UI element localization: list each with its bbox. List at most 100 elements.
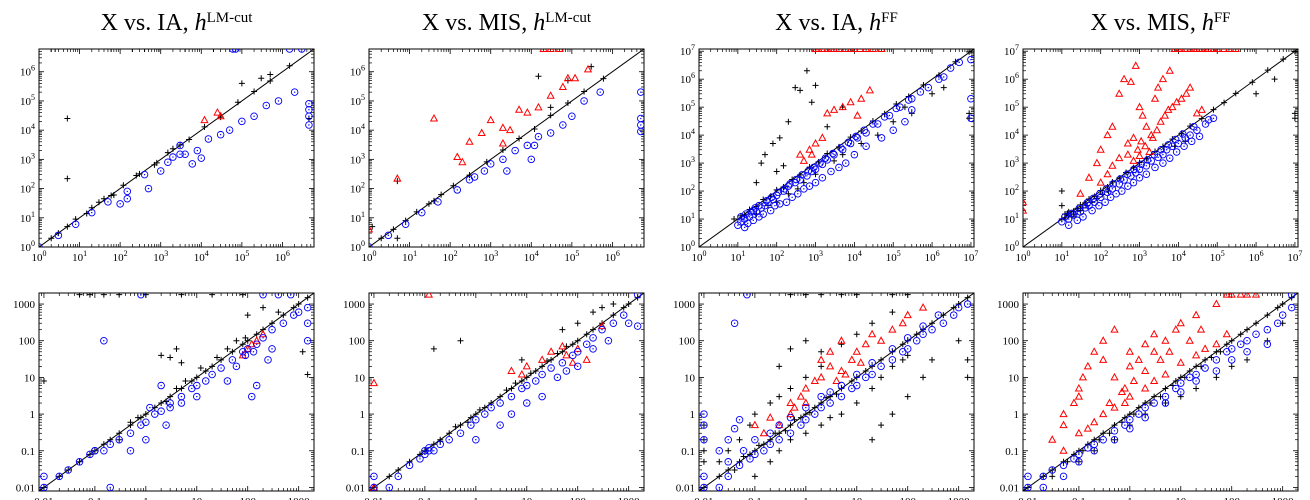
data-point-triangle xyxy=(1224,49,1234,52)
data-point-circle xyxy=(156,167,165,175)
data-point-circle-dot xyxy=(807,170,809,172)
data-point-circle-ring xyxy=(156,167,165,175)
data-point-circle-ring xyxy=(1130,165,1138,174)
data-point-circle xyxy=(100,336,108,345)
data-point-circle-dot xyxy=(103,340,105,342)
data-point-circle xyxy=(762,197,771,205)
data-point-plus xyxy=(760,441,767,448)
data-point-circle-ring xyxy=(249,348,258,356)
data-point-triangle xyxy=(853,111,862,119)
data-point-triangle xyxy=(1168,102,1177,111)
data-point-triangle xyxy=(877,49,886,52)
data-point-triangle xyxy=(1165,66,1174,74)
data-point-plus xyxy=(280,312,287,319)
data-point-triangle xyxy=(1110,403,1119,411)
data-point-triangle xyxy=(1141,366,1150,374)
data-point-circle-ring xyxy=(794,190,802,198)
data-point-circle-ring xyxy=(1039,472,1048,481)
data-point-circle xyxy=(788,193,796,202)
data-point-circle-ring xyxy=(724,435,732,444)
data-point-circle xyxy=(755,201,763,210)
data-point-circle-ring xyxy=(558,359,567,367)
data-point-circle xyxy=(162,421,170,429)
data-point-triangle xyxy=(1115,153,1124,162)
data-point-circle-ring xyxy=(1048,466,1056,474)
data-point-circle-dot xyxy=(556,376,559,379)
data-point-circle-dot xyxy=(1231,348,1233,350)
data-point-circle xyxy=(553,373,562,382)
data-point-circle xyxy=(1185,373,1194,382)
data-point-triangle xyxy=(807,150,816,158)
data-point-circle-ring xyxy=(1024,483,1032,491)
x-tick-exponent: 1 xyxy=(83,249,87,258)
data-point-circle xyxy=(751,435,759,444)
data-point-circle-ring xyxy=(762,197,771,205)
data-point-triangle xyxy=(568,358,577,366)
data-point-circle-dot xyxy=(891,359,894,361)
data-point-triangle xyxy=(837,336,846,344)
data-point-plus xyxy=(889,411,896,418)
data-point-plus xyxy=(40,377,47,384)
data-point-circle xyxy=(868,370,876,379)
data-point-circle xyxy=(1110,427,1119,435)
data-point-triangle xyxy=(918,303,928,311)
data-point-plus xyxy=(753,179,760,186)
data-point-circle-dot xyxy=(779,203,781,205)
data-point-circle-ring xyxy=(106,440,114,449)
y-tick-exponent: 0 xyxy=(361,239,365,248)
data-point-circle-ring xyxy=(472,435,480,444)
data-point-circle xyxy=(303,336,312,345)
data-point-circle-ring xyxy=(481,410,489,418)
x-tick-exponent: 0 xyxy=(373,249,377,258)
data-point-circle xyxy=(1110,435,1119,444)
data-point-circle-ring xyxy=(724,472,732,481)
data-point-plus xyxy=(186,136,193,143)
data-point-circle xyxy=(370,472,378,481)
data-point-plus xyxy=(899,341,906,348)
data-point-circle-dot xyxy=(1064,216,1066,218)
data-point-circle xyxy=(1278,311,1287,319)
data-point-circle-dot xyxy=(1062,475,1065,478)
data-point-circle-dot xyxy=(871,362,873,364)
data-point-circle-ring xyxy=(370,483,378,491)
data-point-circle-ring xyxy=(700,421,708,429)
data-point-circle xyxy=(1039,472,1048,481)
data-point-plus xyxy=(1198,363,1205,370)
data-point-circle xyxy=(106,483,114,491)
data-point-circle xyxy=(1096,190,1104,198)
data-point-circle-ring xyxy=(850,150,859,159)
data-point-plus xyxy=(581,88,588,95)
data-point-plus xyxy=(1151,393,1158,400)
data-point-circle-dot xyxy=(499,424,501,426)
data-point-circle-dot xyxy=(167,161,169,163)
data-point-plus xyxy=(173,385,180,392)
data-point-circle-dot xyxy=(490,406,492,409)
data-point-circle-ring xyxy=(1090,447,1098,455)
data-point-circle-ring xyxy=(766,206,775,215)
data-point-triangle xyxy=(252,336,261,344)
data-point-triangle xyxy=(786,398,795,407)
data-point-plus xyxy=(782,427,789,434)
data-point-circle xyxy=(115,435,123,444)
x-tick-label: 101 xyxy=(730,249,745,264)
data-point-circle-ring xyxy=(126,447,135,455)
data-point-circle-dot xyxy=(733,427,736,430)
data-point-circle-ring xyxy=(912,336,921,345)
data-point-plus xyxy=(258,75,265,82)
data-point-triangle xyxy=(1227,293,1236,298)
x-tick-exponent: 3 xyxy=(164,249,168,258)
data-point-circle-dot xyxy=(118,439,120,441)
x-tick-exponent: 0 xyxy=(1027,249,1031,258)
x-tick-base: 10 xyxy=(1210,252,1222,264)
data-point-circle-dot xyxy=(301,49,303,50)
data-point-circle-ring xyxy=(1172,384,1180,393)
data-point-circle-dot xyxy=(109,486,111,489)
data-point-circle-dot xyxy=(1115,193,1117,195)
data-point-circle-dot xyxy=(808,185,811,187)
data-point-circle-dot xyxy=(922,325,924,327)
data-point-circle xyxy=(582,340,591,349)
data-point-plus xyxy=(588,63,595,70)
data-point-circle-dot xyxy=(510,395,513,398)
data-point-circle xyxy=(559,121,567,129)
data-point-triangle xyxy=(857,94,866,102)
